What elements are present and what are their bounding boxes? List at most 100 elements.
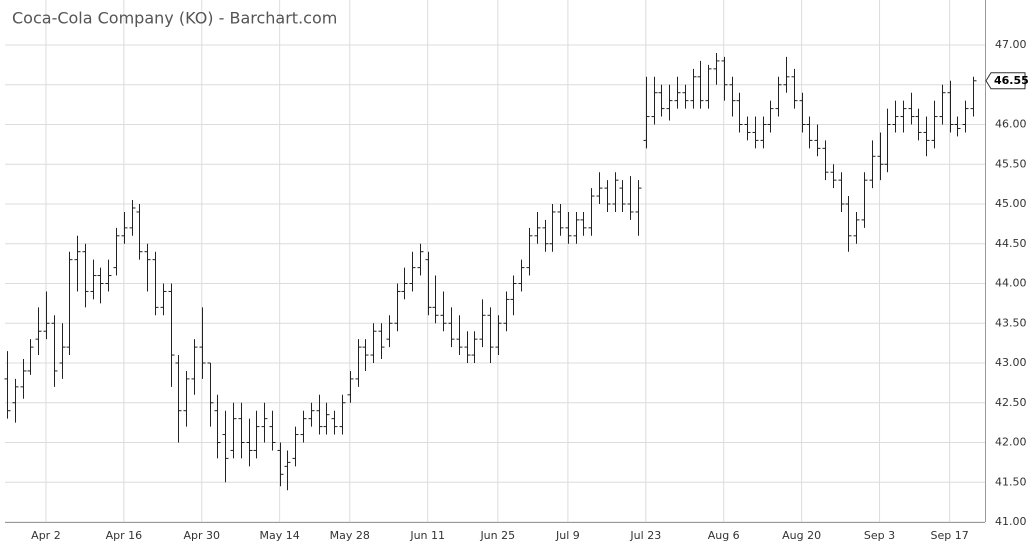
y-tick-label: 42.50 bbox=[995, 396, 1027, 409]
ohlc-bar bbox=[658, 84, 665, 117]
ohlc-bar bbox=[269, 410, 276, 451]
ohlc-bar bbox=[487, 307, 494, 363]
ohlc-bar bbox=[199, 307, 206, 379]
y-tick-label: 46.00 bbox=[995, 118, 1027, 131]
ohlc-bar bbox=[4, 351, 11, 419]
ohlc-bar bbox=[752, 116, 759, 149]
ohlc-bar bbox=[284, 450, 291, 491]
y-tick-label: 44.50 bbox=[995, 237, 1027, 250]
last-price-box bbox=[985, 72, 1026, 90]
x-tick-label: Apr 30 bbox=[183, 529, 220, 542]
ohlc-bar bbox=[35, 307, 42, 356]
x-tick-label: Jun 11 bbox=[409, 529, 445, 542]
ohlc-bar bbox=[845, 196, 852, 252]
ohlc-bar bbox=[222, 410, 229, 483]
grid bbox=[5, 0, 985, 523]
ohlc-bar bbox=[931, 100, 938, 149]
ohlc-bar bbox=[261, 402, 268, 443]
ohlc-bar bbox=[565, 211, 572, 244]
ohlc-bar bbox=[74, 235, 81, 292]
ohlc-bar bbox=[448, 307, 455, 348]
x-tick-label: May 14 bbox=[260, 529, 300, 542]
ohlc-bar bbox=[877, 132, 884, 181]
ohlc-bar bbox=[690, 68, 697, 109]
ohlc-bar bbox=[580, 211, 587, 236]
ohlc-bar bbox=[526, 227, 533, 276]
ohlc-bar bbox=[160, 283, 167, 316]
ohlc-bar bbox=[20, 359, 27, 399]
ohlc-bar bbox=[736, 92, 743, 133]
ohlc-bar bbox=[619, 180, 626, 212]
y-tick-label: 44.00 bbox=[995, 277, 1027, 290]
ohlc-bar bbox=[783, 56, 790, 93]
ohlc-bar bbox=[542, 219, 549, 252]
ohlc-bar bbox=[954, 116, 961, 137]
ohlc-bar bbox=[604, 180, 611, 212]
ohlc-bar bbox=[66, 251, 73, 356]
ohlc-bar bbox=[253, 410, 260, 459]
ohlc-bar bbox=[721, 56, 728, 101]
ohlc-bar bbox=[947, 80, 954, 133]
ohlc-bar bbox=[207, 362, 214, 427]
ohlc-bar bbox=[861, 172, 868, 228]
chart-title: Coca-Cola Company (KO) - Barchart.com bbox=[12, 9, 337, 28]
y-tick-label: 43.00 bbox=[995, 356, 1027, 369]
ohlc-bar bbox=[425, 251, 432, 316]
x-tick-label: Apr 16 bbox=[106, 529, 143, 542]
ohlc-bar bbox=[838, 172, 845, 212]
x-tick-label: Sep 17 bbox=[931, 529, 969, 542]
ohlc-bar bbox=[370, 323, 377, 363]
ohlc-bar bbox=[43, 291, 50, 340]
ohlc-bar bbox=[518, 259, 525, 292]
ohlc-bar bbox=[432, 275, 439, 324]
y-tick-label: 41.00 bbox=[995, 515, 1027, 528]
ohlc-bar bbox=[59, 323, 66, 379]
ohlc-bar bbox=[386, 315, 393, 348]
ohlc-bar bbox=[409, 251, 416, 292]
ohlc-bar bbox=[923, 116, 930, 157]
ohlc-bar bbox=[806, 116, 813, 149]
ohlc-bar bbox=[246, 418, 253, 467]
ohlc-bar bbox=[316, 394, 323, 435]
ohlc-bar bbox=[651, 76, 658, 125]
ohlc-bar bbox=[168, 283, 175, 387]
ohlc-bar bbox=[635, 180, 642, 236]
ohlc-bar bbox=[822, 140, 829, 181]
ohlc-bar bbox=[557, 204, 564, 236]
ohlc-bar bbox=[666, 84, 673, 121]
ohlc-bar bbox=[612, 172, 619, 212]
ohlc-bar bbox=[238, 402, 245, 459]
ohlc-bar bbox=[230, 402, 237, 459]
ohlc-bar bbox=[495, 315, 502, 356]
x-tick-label: Jun 25 bbox=[479, 529, 515, 542]
ohlc-bar bbox=[729, 76, 736, 117]
ohlc-bar bbox=[152, 251, 159, 316]
ohlc-bar bbox=[814, 124, 821, 157]
ohlc-bar bbox=[510, 275, 517, 316]
y-tick-label: 45.00 bbox=[995, 197, 1027, 210]
x-tick-label: Apr 2 bbox=[31, 529, 61, 542]
x-tick-label: Sep 3 bbox=[864, 529, 895, 542]
ohlc-bar bbox=[82, 243, 89, 308]
ohlc-bar bbox=[440, 291, 447, 332]
ohlc-bar bbox=[362, 339, 369, 371]
y-tick-label: 43.50 bbox=[995, 316, 1027, 329]
ohlc-bar bbox=[791, 68, 798, 109]
ohlc-bar bbox=[767, 100, 774, 133]
ohlc-bar bbox=[939, 84, 946, 125]
ohlc-bar bbox=[401, 267, 408, 300]
ohlc-bar bbox=[682, 84, 689, 109]
ohlc-bar bbox=[799, 92, 806, 133]
ohlc-bar bbox=[884, 108, 891, 173]
ohlc-bar bbox=[908, 92, 915, 125]
x-tick-label: Aug 20 bbox=[782, 529, 821, 542]
ohlc-bar bbox=[534, 211, 541, 244]
ohlc-bar bbox=[830, 164, 837, 189]
ohlc-bar bbox=[113, 227, 120, 276]
y-tick-label: 42.00 bbox=[995, 436, 1027, 449]
ohlc-bar bbox=[394, 283, 401, 332]
ohlc-bar bbox=[705, 64, 712, 109]
ohlc-bar bbox=[643, 76, 650, 149]
